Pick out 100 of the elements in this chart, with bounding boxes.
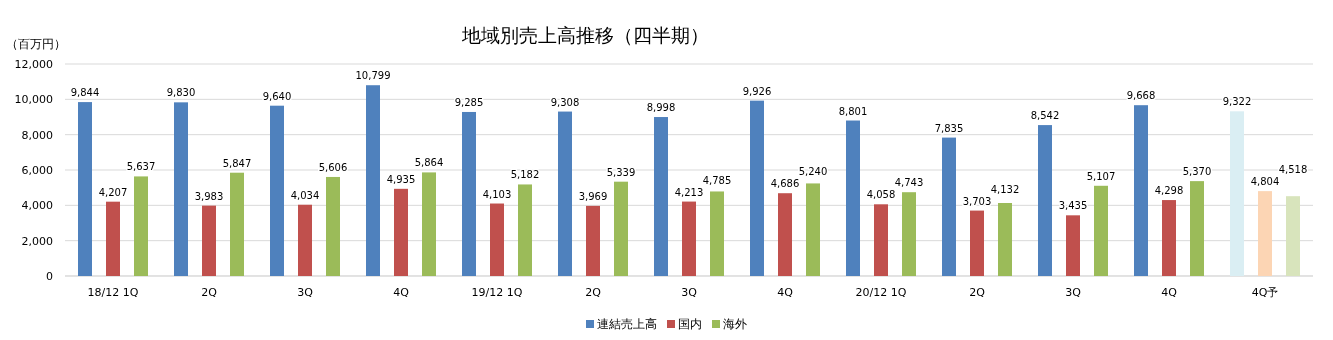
data-label: 5,864: [414, 157, 444, 169]
y-tick-label: 10,000: [14, 93, 53, 107]
x-tick-label: 20/12 1Q: [855, 286, 907, 299]
data-label: 5,370: [1182, 166, 1212, 178]
data-label: 4,518: [1278, 164, 1308, 176]
bar: [750, 100, 764, 276]
data-label: 5,847: [222, 157, 252, 169]
y-tick-label: 6,000: [21, 164, 53, 177]
bar: [1286, 196, 1300, 276]
data-label: 5,637: [126, 161, 156, 173]
bar: [134, 176, 148, 276]
data-label: 8,801: [838, 105, 868, 117]
x-tick-label: 2Q: [585, 286, 602, 299]
data-label: 5,339: [606, 166, 636, 178]
data-label: 7,835: [934, 122, 964, 134]
data-label: 3,703: [962, 195, 992, 207]
data-label: 8,998: [646, 102, 676, 114]
bar: [1258, 191, 1272, 276]
data-label: 4,034: [290, 189, 320, 201]
x-tick-label: 2Q: [201, 286, 218, 299]
bar: [846, 120, 860, 276]
legend-label: 国内: [678, 317, 702, 331]
bar: [710, 191, 724, 276]
x-tick-label: 4Q: [393, 286, 410, 299]
bar: [778, 193, 792, 276]
bar: [394, 188, 408, 276]
data-label: 9,308: [550, 96, 580, 108]
bar: [614, 181, 628, 276]
data-label: 9,668: [1126, 90, 1156, 102]
x-tick-label: 4Q: [1161, 286, 1178, 299]
bar: [902, 192, 916, 276]
bar: [202, 205, 216, 276]
y-tick-label: 2,000: [21, 234, 53, 248]
bar: [942, 137, 956, 276]
data-label: 4,058: [866, 189, 896, 201]
y-tick-label: 8,000: [21, 128, 53, 142]
data-label: 4,785: [702, 174, 732, 186]
bar: [270, 105, 284, 276]
data-label: 4,804: [1250, 176, 1280, 188]
bar: [326, 176, 340, 276]
bar: [462, 111, 476, 276]
x-tick-label: 18/12 1Q: [87, 286, 139, 299]
bar: [106, 201, 120, 276]
data-label: 4,132: [990, 183, 1020, 195]
legend-label: 海外: [723, 317, 747, 331]
x-tick-label: 4Q: [777, 286, 794, 299]
bar: [586, 205, 600, 276]
data-label: 4,213: [674, 186, 704, 198]
x-tick-label: 19/12 1Q: [471, 286, 523, 299]
legend-label: 連結売上高: [597, 317, 657, 331]
data-label: 3,435: [1058, 200, 1088, 212]
x-tick-label: 4Q予: [1251, 286, 1279, 299]
x-tick-label: 3Q: [297, 286, 314, 299]
bar: [366, 85, 380, 276]
bar: [806, 183, 820, 276]
data-label: 5,107: [1086, 170, 1116, 182]
bar: [970, 210, 984, 276]
bar: [654, 117, 668, 276]
bar: [874, 204, 888, 276]
y-tick-label: 0: [46, 270, 53, 283]
data-label: 3,969: [578, 190, 608, 202]
chart-title: 地域別売上高推移（四半期）: [460, 24, 709, 46]
data-label: 9,830: [166, 87, 196, 99]
bar: [1134, 105, 1148, 276]
bar: [1190, 181, 1204, 276]
bar: [1162, 200, 1176, 276]
data-label: 5,606: [318, 161, 348, 173]
bar: [78, 102, 92, 276]
data-label: 4,686: [770, 178, 800, 190]
bar: [1038, 125, 1052, 276]
data-label: 9,322: [1222, 96, 1252, 108]
y-tick-label: 12,000: [14, 58, 53, 71]
data-label: 9,285: [454, 96, 484, 108]
data-label: 9,926: [742, 85, 772, 97]
data-label: 9,844: [70, 87, 100, 99]
y-axis-title: （百万円）: [6, 37, 66, 51]
x-tick-label: 3Q: [681, 286, 698, 299]
bar: [1094, 185, 1108, 276]
data-label: 5,240: [798, 166, 828, 178]
bar: [1230, 111, 1244, 276]
data-label: 10,799: [355, 70, 391, 82]
bar: [490, 203, 504, 276]
data-label: 9,640: [262, 90, 292, 102]
data-label: 3,983: [194, 190, 224, 202]
bar: [230, 172, 244, 276]
bar: [1066, 215, 1080, 276]
bar: [998, 203, 1012, 276]
data-label: 4,298: [1154, 185, 1184, 197]
data-label: 8,542: [1030, 110, 1060, 122]
data-label: 4,103: [482, 188, 512, 200]
x-tick-label: 2Q: [969, 286, 986, 299]
bar: [298, 204, 312, 276]
data-label: 4,935: [386, 173, 416, 185]
x-tick-label: 3Q: [1065, 286, 1082, 299]
bar: [682, 201, 696, 276]
bar: [518, 184, 532, 276]
bar: [422, 172, 436, 276]
bar: [558, 111, 572, 276]
bar: [174, 102, 188, 276]
data-label: 4,207: [98, 186, 128, 198]
